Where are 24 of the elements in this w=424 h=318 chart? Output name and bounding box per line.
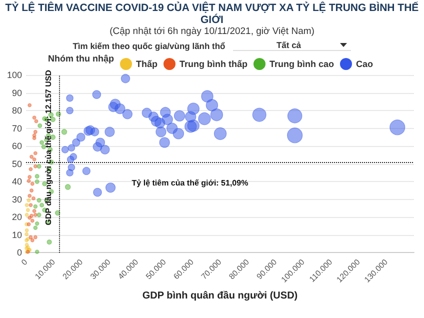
y-tick-label: 30 xyxy=(12,194,22,204)
y-tick-label: 60 xyxy=(12,141,22,152)
legend-title: Nhóm thu nhập xyxy=(48,54,114,64)
y-tick-label: 70 xyxy=(12,123,22,134)
chart-subtitle: (Cập nhật tới 6h ngày 10/11/2021, giờ Việt Nam) xyxy=(108,26,316,38)
legend-label: Trung bình cao xyxy=(269,59,334,69)
legend-label: Cao xyxy=(356,59,374,69)
y-tick-label: 90 xyxy=(12,88,22,98)
chart-title: TỶ LỆ TIÊM VACCINE COVID-19 CỦA VIỆT NAM VƯỢT XA TỶ LỆ TRUNG BÌNH THẾ GIỚI xyxy=(4,0,420,26)
x-axis-title: GDP bình quân đầu người (USD) xyxy=(142,290,298,302)
y-tick-label: 0 xyxy=(16,248,22,258)
y-tick-label: 20 xyxy=(12,212,22,222)
text: Tất cả xyxy=(275,40,302,50)
ref-line-label: Tỷ lệ tiêm của thế giới: 51,09% xyxy=(132,178,248,188)
x-tick-label: 0 xyxy=(20,257,30,268)
text: Tìm kiếm theo quốc gia/vùng lãnh thổ xyxy=(72,40,226,50)
y-tick-label: 100 xyxy=(6,70,22,80)
y-tick-label: 10 xyxy=(12,230,22,240)
y-tick-label: 80 xyxy=(12,106,22,116)
ref-line-label: GDP đầu người của thế giới: 12.157 USD xyxy=(44,70,54,226)
y-tick-label: 50 xyxy=(12,158,22,169)
y-tick-label: 40 xyxy=(12,176,22,187)
legend-label: Thấp xyxy=(136,59,158,69)
legend-label: Trung bình thấp xyxy=(180,59,248,69)
